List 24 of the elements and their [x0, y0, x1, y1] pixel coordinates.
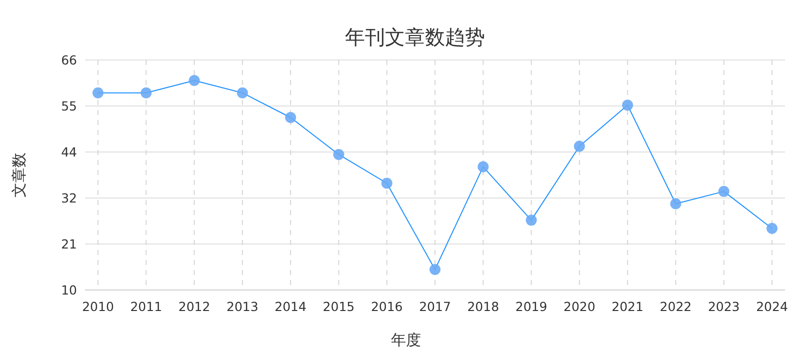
x-tick-label: 2013	[226, 299, 258, 314]
x-tick-label: 2010	[82, 299, 114, 314]
y-tick-label: 10	[61, 282, 78, 298]
x-tick-label: 2016	[370, 299, 403, 314]
x-axis-title: 年度	[391, 331, 421, 349]
x-tick-label: 2015	[322, 299, 355, 314]
x-tick-label: 2022	[660, 299, 692, 314]
y-tick-label: 55	[61, 98, 77, 114]
y-axis-title: 文章数	[10, 152, 28, 198]
y-tick-label: 21	[61, 236, 77, 252]
x-tick-label: 2012	[178, 299, 210, 314]
y-tick-label: 66	[61, 52, 78, 68]
y-tick-label: 44	[61, 144, 78, 160]
y-tick-label: 32	[61, 190, 77, 206]
x-tick-label: 2023	[708, 299, 740, 314]
x-tick-label: 2024	[756, 299, 788, 314]
x-tick-label: 2014	[274, 299, 307, 314]
chart-title: 年刊文章数趋势	[345, 25, 485, 49]
x-tick-label: 2021	[612, 299, 644, 314]
x-tick-label: 2019	[515, 299, 548, 314]
x-tick-label: 2017	[419, 299, 451, 314]
x-tick-label: 2020	[564, 299, 596, 314]
x-tick-label: 2011	[130, 299, 162, 314]
x-tick-label: 2018	[467, 299, 500, 314]
